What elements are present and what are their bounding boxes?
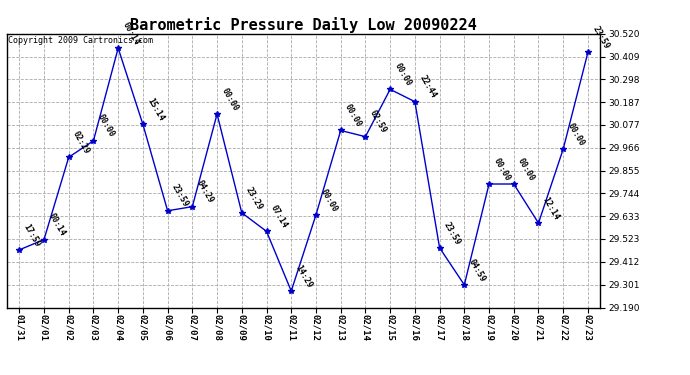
Text: 04:59: 04:59: [466, 257, 487, 283]
Text: 23:59: 23:59: [442, 220, 462, 246]
Text: 00:00: 00:00: [343, 103, 364, 129]
Text: 00:00: 00:00: [566, 121, 586, 147]
Text: 07:14: 07:14: [269, 204, 289, 230]
Text: 12:14: 12:14: [541, 195, 561, 222]
Text: 02:29: 02:29: [71, 129, 92, 156]
Text: 00:00: 00:00: [491, 156, 512, 182]
Text: Copyright 2009 Cartronics.com: Copyright 2009 Cartronics.com: [8, 36, 153, 45]
Text: 22:44: 22:44: [417, 74, 437, 100]
Text: 04:29: 04:29: [195, 179, 215, 205]
Text: 00:00: 00:00: [219, 86, 240, 112]
Text: 00:00: 00:00: [516, 156, 537, 182]
Text: 23:29: 23:29: [244, 185, 264, 211]
Text: 00:00: 00:00: [393, 62, 413, 88]
Text: 00:14: 00:14: [46, 212, 67, 238]
Text: 00:14: 00:14: [121, 20, 141, 46]
Text: 02:59: 02:59: [368, 109, 388, 135]
Title: Barometric Pressure Daily Low 20090224: Barometric Pressure Daily Low 20090224: [130, 16, 477, 33]
Text: 15:14: 15:14: [146, 96, 166, 123]
Text: 23:59: 23:59: [170, 183, 190, 209]
Text: 23:59: 23:59: [591, 24, 611, 51]
Text: 00:00: 00:00: [96, 113, 116, 139]
Text: 14:29: 14:29: [294, 263, 314, 290]
Text: 17:59: 17:59: [22, 222, 42, 248]
Text: 00:00: 00:00: [318, 187, 339, 213]
